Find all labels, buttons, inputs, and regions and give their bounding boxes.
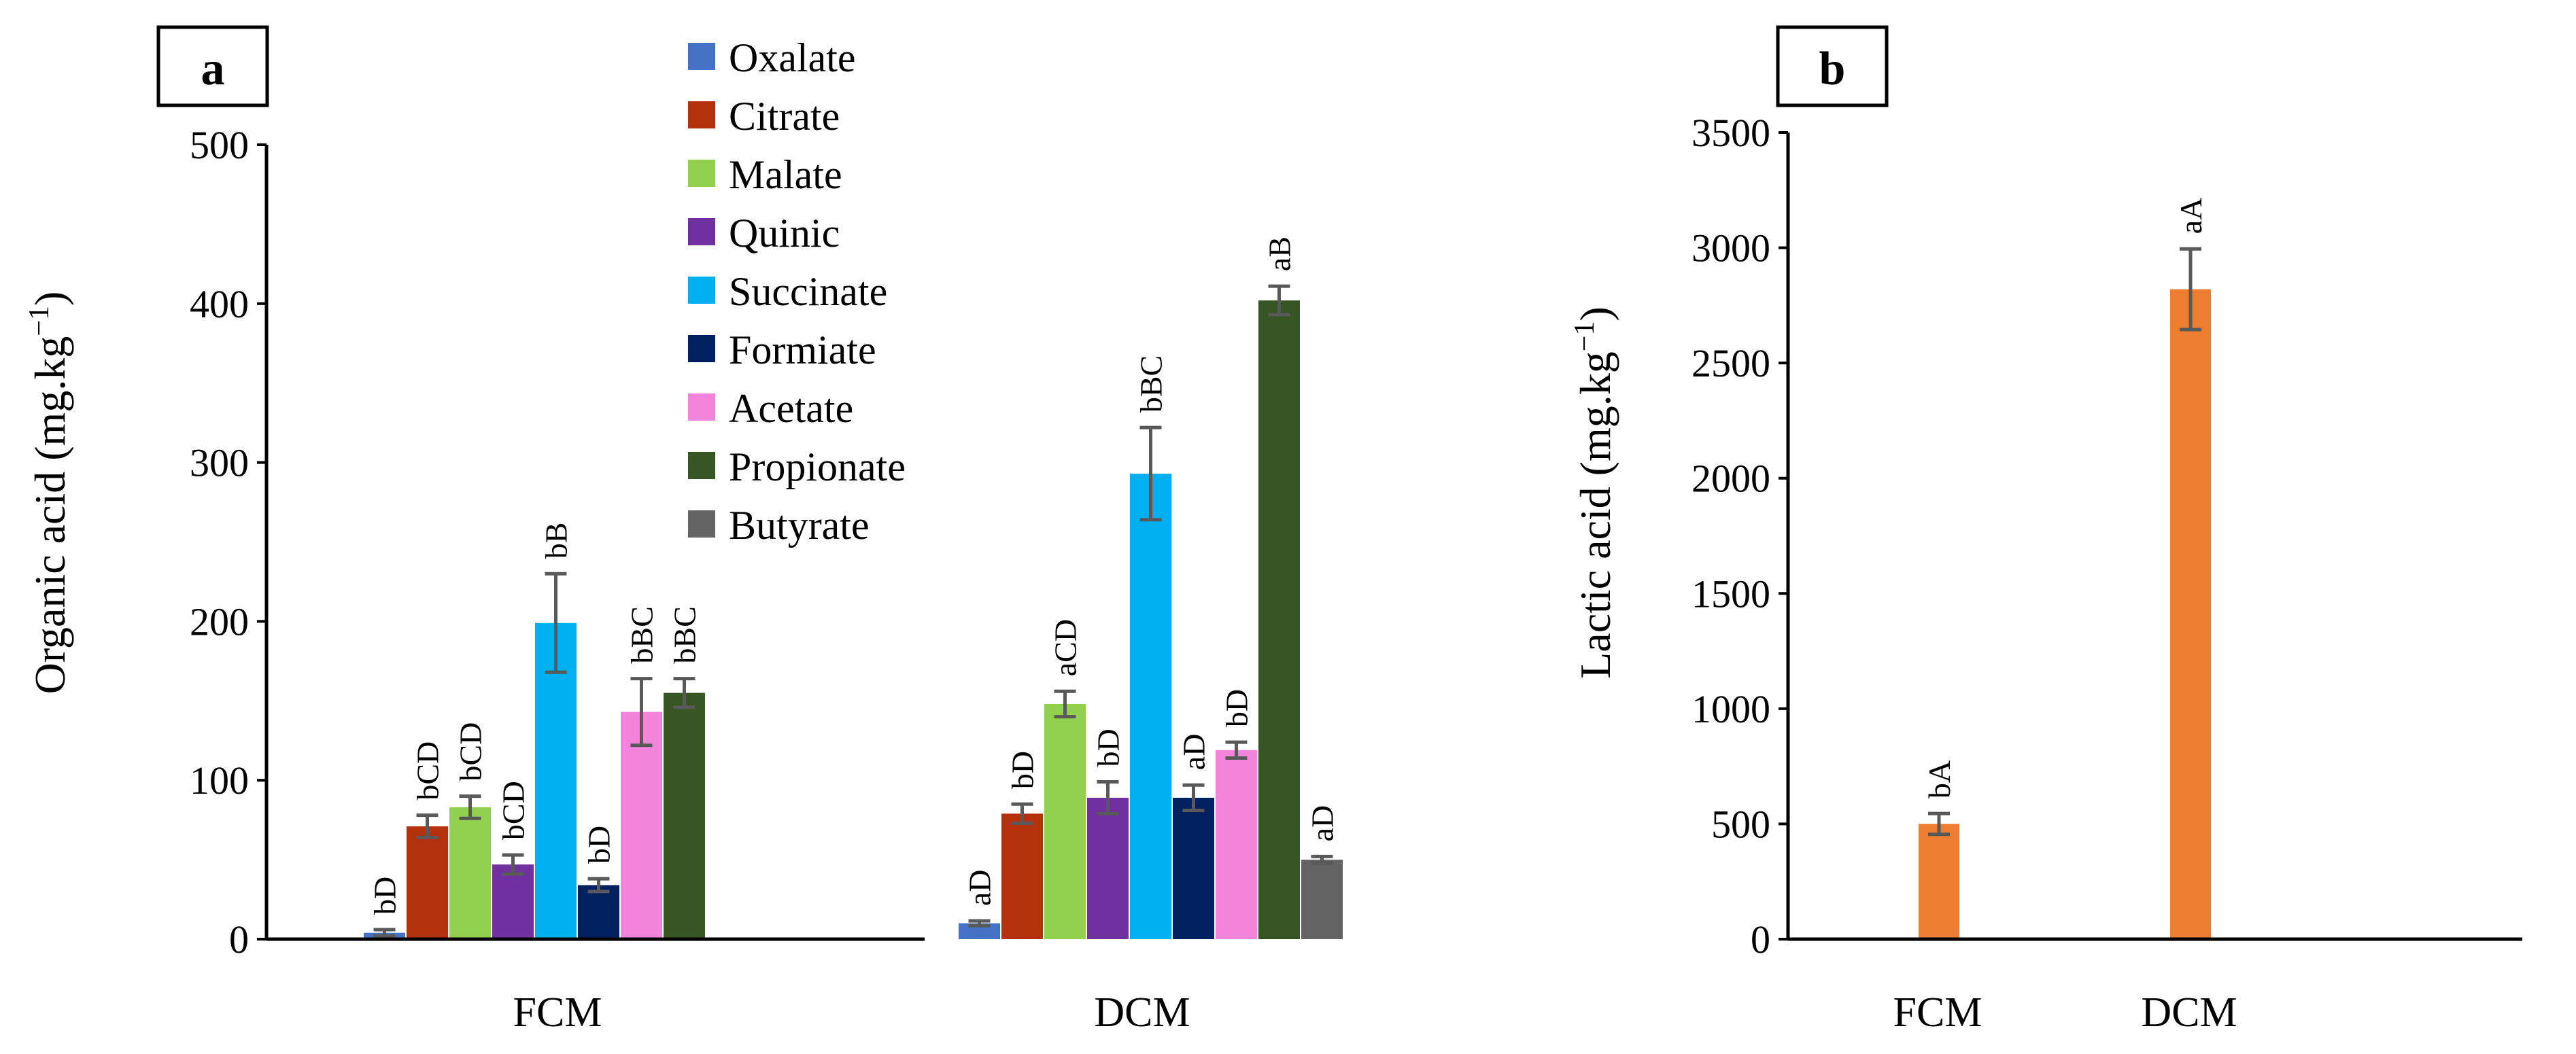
bar-butyrate-dcm <box>1301 860 1343 939</box>
y-tick-label: 1000 <box>1691 687 1770 731</box>
legend-label-succinate: Succinate <box>729 269 887 314</box>
significance-label: bCD <box>496 781 531 840</box>
significance-label: aD <box>963 869 997 906</box>
bar-malate-fcm <box>449 807 491 939</box>
y-axis-title: Organic acid (mg.kg−1) <box>24 292 74 695</box>
significance-label: bA <box>1922 760 1957 798</box>
y-axis-title-main: Organic acid (mg.kg <box>26 336 74 695</box>
panel-a-box <box>156 25 269 107</box>
legend-swatch-butyrate <box>688 510 715 538</box>
bar-formiate-fcm <box>578 885 619 939</box>
panel-a-legend: Oxalate Citrate Malate Quinic Succinate Formi… <box>688 35 906 548</box>
category-label-dcm: DCM <box>1094 989 1190 1036</box>
panel-b-label: b <box>1819 43 1846 95</box>
legend-label-malate: Malate <box>729 152 842 197</box>
bar-propionate-dcm <box>1258 300 1300 939</box>
significance-label: bD <box>1220 689 1254 727</box>
y-tick-label: 1500 <box>1691 572 1770 616</box>
y-tick-label: 2000 <box>1691 457 1770 501</box>
y-tick-label: 200 <box>190 599 249 644</box>
panel-a: a Organic acid (mg.kg−1) 0 100 200 300 400 50… <box>24 25 1343 1036</box>
legend-label-acetate: Acetate <box>729 386 853 431</box>
bar-malate-dcm <box>1044 703 1086 939</box>
y-tick-label: 3000 <box>1691 226 1770 270</box>
bar-quinic-fcm <box>492 864 534 939</box>
significance-label: bBC <box>625 606 659 663</box>
bar-lactic-acid-dcm <box>2170 289 2211 939</box>
legend-label-formiate: Formiate <box>729 328 876 372</box>
panel-a-y-ticks: 0 100 200 300 400 500 <box>190 123 267 962</box>
category-label-fcm: FCM <box>1893 989 1982 1036</box>
panel-a-categories: FCM DCM <box>513 989 1190 1036</box>
y-axis-title-close: ) <box>26 292 74 306</box>
panel-b-y-ticks: 0 500 1000 1500 2000 2500 3000 3500 <box>1691 111 1788 962</box>
bar-acetate-dcm <box>1216 750 1257 939</box>
bar-citrate-dcm <box>1001 813 1043 939</box>
panel-b-categories: FCM DCM <box>1893 989 2237 1036</box>
legend-swatch-acetate <box>688 393 715 421</box>
legend-swatch-propionate <box>688 452 715 479</box>
legend-swatch-citrate <box>688 101 715 128</box>
category-label-fcm: FCM <box>513 989 602 1036</box>
panel-b-y-axis-label: Lactic acid (mg.kg−1) <box>1569 306 1619 679</box>
panel-a-axes <box>264 145 925 941</box>
bar-succinate-fcm <box>535 622 577 939</box>
legend-swatch-oxalate <box>688 43 715 70</box>
panel-b: b Lactic acid (mg.kg−1) 0 500 1000 1500 2000… <box>1569 25 2522 1036</box>
panel-b-bars: bA aA <box>1919 198 2211 939</box>
y-tick-label: 300 <box>190 441 249 485</box>
y-tick-label: 500 <box>1711 802 1770 846</box>
significance-label: bD <box>1091 728 1126 767</box>
significance-label: bCD <box>411 741 445 801</box>
bar-citrate-fcm <box>407 826 448 939</box>
legend-label-propionate: Propionate <box>729 444 906 489</box>
bar-formiate-dcm <box>1173 797 1214 939</box>
y-tick-label: 2500 <box>1691 341 1770 385</box>
significance-label: aD <box>1305 805 1340 842</box>
bar-quinic-dcm <box>1087 797 1129 939</box>
bar-acetate-fcm <box>621 712 662 939</box>
legend-swatch-succinate <box>688 277 715 304</box>
panel-a-label: a <box>201 43 225 95</box>
panel-a-y-axis-label: Organic acid (mg.kg−1) <box>24 292 74 695</box>
y-tick-label: 3500 <box>1691 111 1770 155</box>
legend-swatch-malate <box>688 160 715 187</box>
significance-label: bD <box>368 877 402 915</box>
y-axis-title: Lactic acid (mg.kg−1) <box>1569 306 1619 679</box>
significance-label: bCD <box>453 722 488 781</box>
y-tick-label: 500 <box>190 123 249 167</box>
panel-b-axes <box>1786 133 2522 941</box>
significance-label: aA <box>2174 198 2208 234</box>
significance-label: bD <box>1006 751 1040 789</box>
category-label-dcm: DCM <box>2141 989 2237 1036</box>
legend-swatch-quinic <box>688 218 715 245</box>
y-tick-label: 0 <box>1751 917 1770 962</box>
y-axis-title-sup: −1 <box>1569 321 1600 352</box>
y-axis-title-close: ) <box>1571 306 1619 321</box>
y-tick-label: 0 <box>229 917 249 962</box>
legend-label-oxalate: Oxalate <box>729 35 856 80</box>
legend-swatch-formiate <box>688 335 715 362</box>
significance-label: bBC <box>668 606 702 663</box>
legend-label-butyrate: Butyrate <box>729 503 870 548</box>
bar-lactic-acid-fcm <box>1919 824 1959 939</box>
significance-label: aCD <box>1048 619 1083 676</box>
significance-label: aD <box>1177 734 1212 771</box>
panel-b-box <box>1776 25 1889 107</box>
bar-propionate-fcm <box>664 692 705 939</box>
y-axis-title-main: Lactic acid (mg.kg <box>1571 351 1619 679</box>
bar-succinate-dcm <box>1130 473 1171 939</box>
significance-label: bBC <box>1134 355 1169 412</box>
legend-label-citrate: Citrate <box>729 94 840 139</box>
y-tick-label: 400 <box>190 282 249 326</box>
significance-label: bB <box>539 523 574 559</box>
legend-label-quinic: Quinic <box>729 211 840 256</box>
significance-label: aB <box>1263 236 1297 271</box>
y-tick-label: 100 <box>190 758 249 803</box>
significance-label: bD <box>582 826 617 864</box>
y-axis-title-sup: −1 <box>24 306 55 336</box>
